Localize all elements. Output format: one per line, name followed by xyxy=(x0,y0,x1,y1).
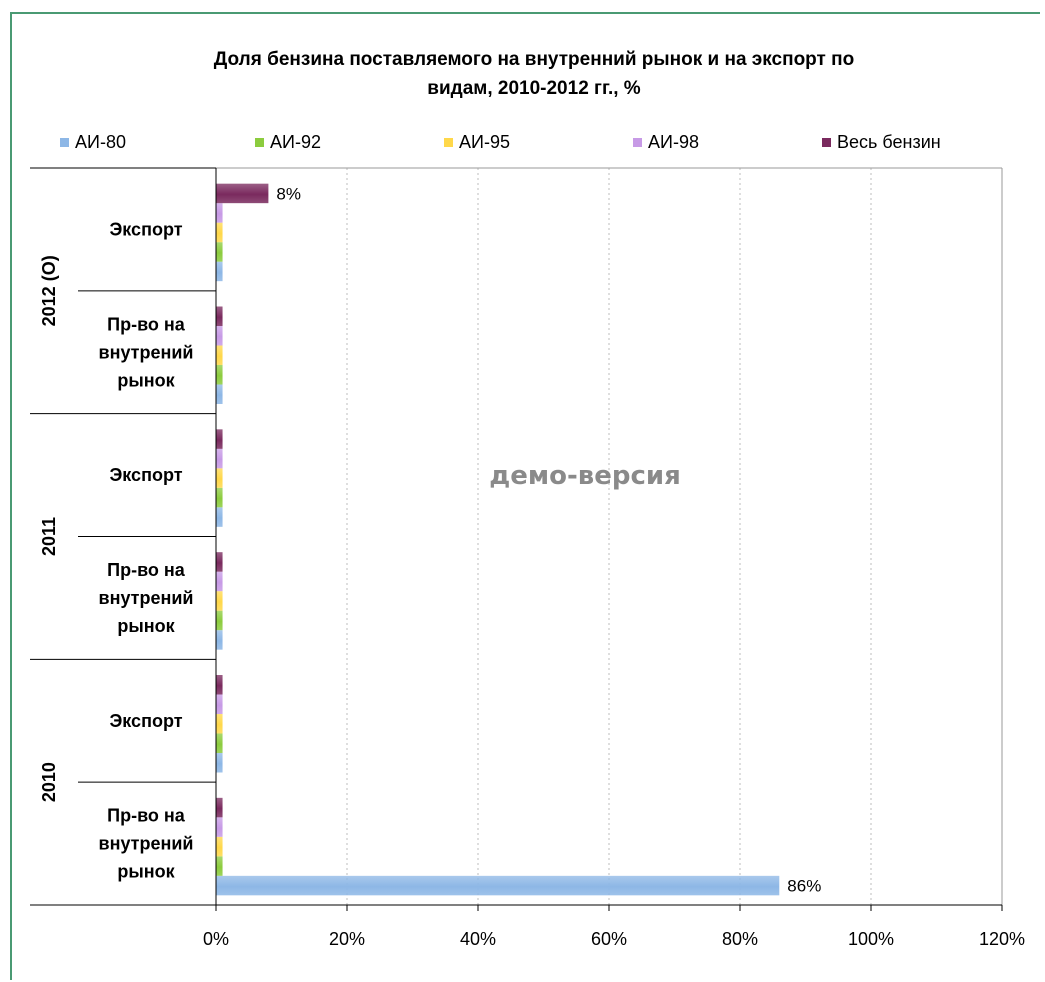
category-label: рынок xyxy=(117,370,175,390)
legend-swatch xyxy=(444,138,453,147)
category-label: Пр-во на xyxy=(107,560,186,580)
category-label: рынок xyxy=(117,616,175,636)
bar xyxy=(216,571,223,592)
category-label: внутрений xyxy=(99,342,194,362)
legend-swatch xyxy=(60,138,69,147)
legend-swatch xyxy=(633,138,642,147)
chart-gridlines xyxy=(346,168,1003,905)
category-label: Экспорт xyxy=(109,465,182,485)
legend-swatch xyxy=(822,138,831,147)
bar xyxy=(216,345,223,365)
bar xyxy=(216,875,780,896)
data-label: 86% xyxy=(787,877,821,896)
category-label: Пр-во на xyxy=(107,314,186,334)
watermark-text: демо-версия xyxy=(489,461,681,491)
bar xyxy=(216,222,223,243)
chart-axes xyxy=(30,167,1003,911)
year-label: 2012 (О) xyxy=(39,255,59,326)
bar xyxy=(216,203,223,223)
x-tick-label: 100% xyxy=(848,929,894,949)
bar xyxy=(216,487,223,508)
category-label: Пр-во на xyxy=(107,806,186,826)
bar xyxy=(216,714,223,734)
x-tick-label: 60% xyxy=(591,929,627,949)
bar xyxy=(216,856,223,876)
bar xyxy=(216,694,223,714)
chart-data-labels: 86% 8% xyxy=(276,184,821,895)
chart-legend: АИ-80 АИ-92 АИ-95 АИ-98 Весь бензин xyxy=(60,132,941,152)
legend-item: АИ-80 xyxy=(60,132,126,152)
bar xyxy=(216,507,223,527)
bar xyxy=(216,261,223,282)
bar xyxy=(216,448,223,469)
legend-item: АИ-95 xyxy=(444,132,510,152)
legend-item: АИ-92 xyxy=(255,132,321,152)
bar xyxy=(216,675,223,695)
legend-item: АИ-98 xyxy=(633,132,699,152)
x-tick-label: 20% xyxy=(329,929,365,949)
bar xyxy=(216,630,223,650)
bar xyxy=(216,817,223,837)
legend-label: Весь бензин xyxy=(837,132,941,152)
chart-frame xyxy=(10,12,1040,980)
x-tick-label: 120% xyxy=(979,929,1025,949)
category-label: внутрений xyxy=(99,834,194,854)
legend-label: АИ-80 xyxy=(75,132,126,152)
bar xyxy=(216,836,223,857)
x-tick-label: 40% xyxy=(460,929,496,949)
category-label: внутрений xyxy=(99,588,194,608)
chart-watermark: демо-версия xyxy=(489,461,681,491)
chart-title-line: видам, 2010-2012 гг., % xyxy=(427,78,641,99)
category-label: рынок xyxy=(117,862,175,882)
chart-title: Доля бензина поставляемого на внутренний… xyxy=(214,49,854,99)
chart-x-ticks: 0% 20% 40% 60% 80% 100% 120% xyxy=(203,929,1025,949)
bar xyxy=(216,552,223,572)
legend-item: Весь бензин xyxy=(822,132,941,152)
chart-bars xyxy=(216,183,780,896)
legend-label: АИ-92 xyxy=(270,132,321,152)
x-tick-label: 0% xyxy=(203,929,229,949)
bar xyxy=(216,753,223,773)
bar xyxy=(216,242,223,262)
bar xyxy=(216,326,223,346)
bar xyxy=(216,306,223,326)
data-label: 8% xyxy=(276,184,301,203)
bar xyxy=(216,365,223,385)
year-label: 2010 xyxy=(39,762,59,802)
bar xyxy=(216,733,223,753)
bar xyxy=(216,429,223,449)
bar xyxy=(216,610,223,631)
bar xyxy=(216,384,223,404)
category-label: Экспорт xyxy=(109,219,182,239)
bar xyxy=(216,591,223,611)
x-tick-label: 80% xyxy=(722,929,758,949)
category-label: Экспорт xyxy=(109,711,182,731)
legend-label: АИ-95 xyxy=(459,132,510,152)
chart-title-line: Доля бензина поставляемого на внутренний… xyxy=(214,49,854,70)
bar xyxy=(216,797,223,818)
legend-swatch xyxy=(255,138,264,147)
bar xyxy=(216,468,223,488)
year-label: 2011 xyxy=(39,517,59,556)
bar xyxy=(216,183,269,204)
legend-label: АИ-98 xyxy=(648,132,699,152)
chart-category-labels: Экспорт Пр-во на внутрений рынок 2012 (О) Экс… xyxy=(39,219,194,881)
